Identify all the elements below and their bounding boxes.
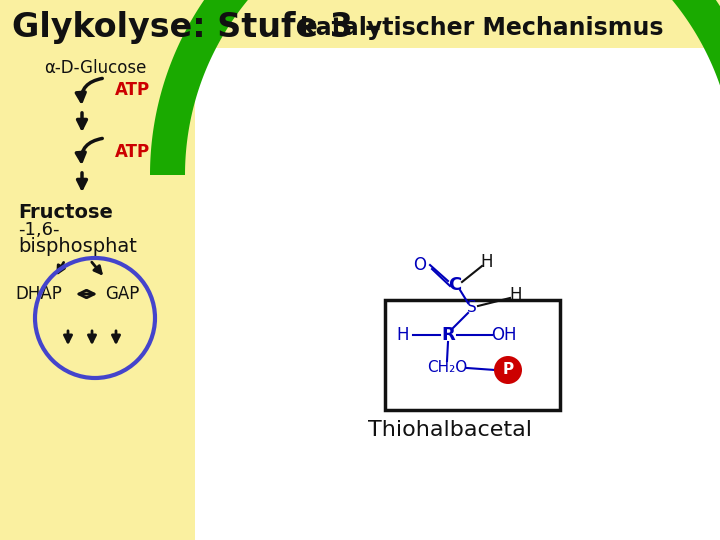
Polygon shape xyxy=(195,48,720,540)
Text: -1,6-: -1,6- xyxy=(18,221,60,239)
Text: bisphosphat: bisphosphat xyxy=(18,238,137,256)
Circle shape xyxy=(494,356,522,384)
Text: O: O xyxy=(413,256,426,274)
Text: Fructose: Fructose xyxy=(18,204,113,222)
Text: ATP: ATP xyxy=(115,143,150,161)
Text: CH₂O: CH₂O xyxy=(427,361,467,375)
Text: DHAP: DHAP xyxy=(15,285,62,303)
Bar xyxy=(385,300,560,410)
Polygon shape xyxy=(150,0,720,175)
Text: α-D-Glucose: α-D-Glucose xyxy=(44,59,146,77)
Text: ATP: ATP xyxy=(115,81,150,99)
Text: C: C xyxy=(449,276,462,294)
Text: R: R xyxy=(441,326,455,344)
FancyArrowPatch shape xyxy=(76,78,102,102)
Text: H: H xyxy=(397,326,409,344)
Text: S: S xyxy=(467,300,477,315)
FancyArrowPatch shape xyxy=(76,138,102,161)
Text: P: P xyxy=(503,362,513,377)
Text: GAP: GAP xyxy=(105,285,140,303)
Text: Glykolyse: Stufe 3 –: Glykolyse: Stufe 3 – xyxy=(12,11,393,44)
Text: Thiohalbacetal: Thiohalbacetal xyxy=(368,420,532,440)
Text: H: H xyxy=(510,286,522,304)
Text: katalytischer Mechanismus: katalytischer Mechanismus xyxy=(300,16,664,40)
Text: H: H xyxy=(481,253,493,271)
Text: OH: OH xyxy=(491,326,517,344)
